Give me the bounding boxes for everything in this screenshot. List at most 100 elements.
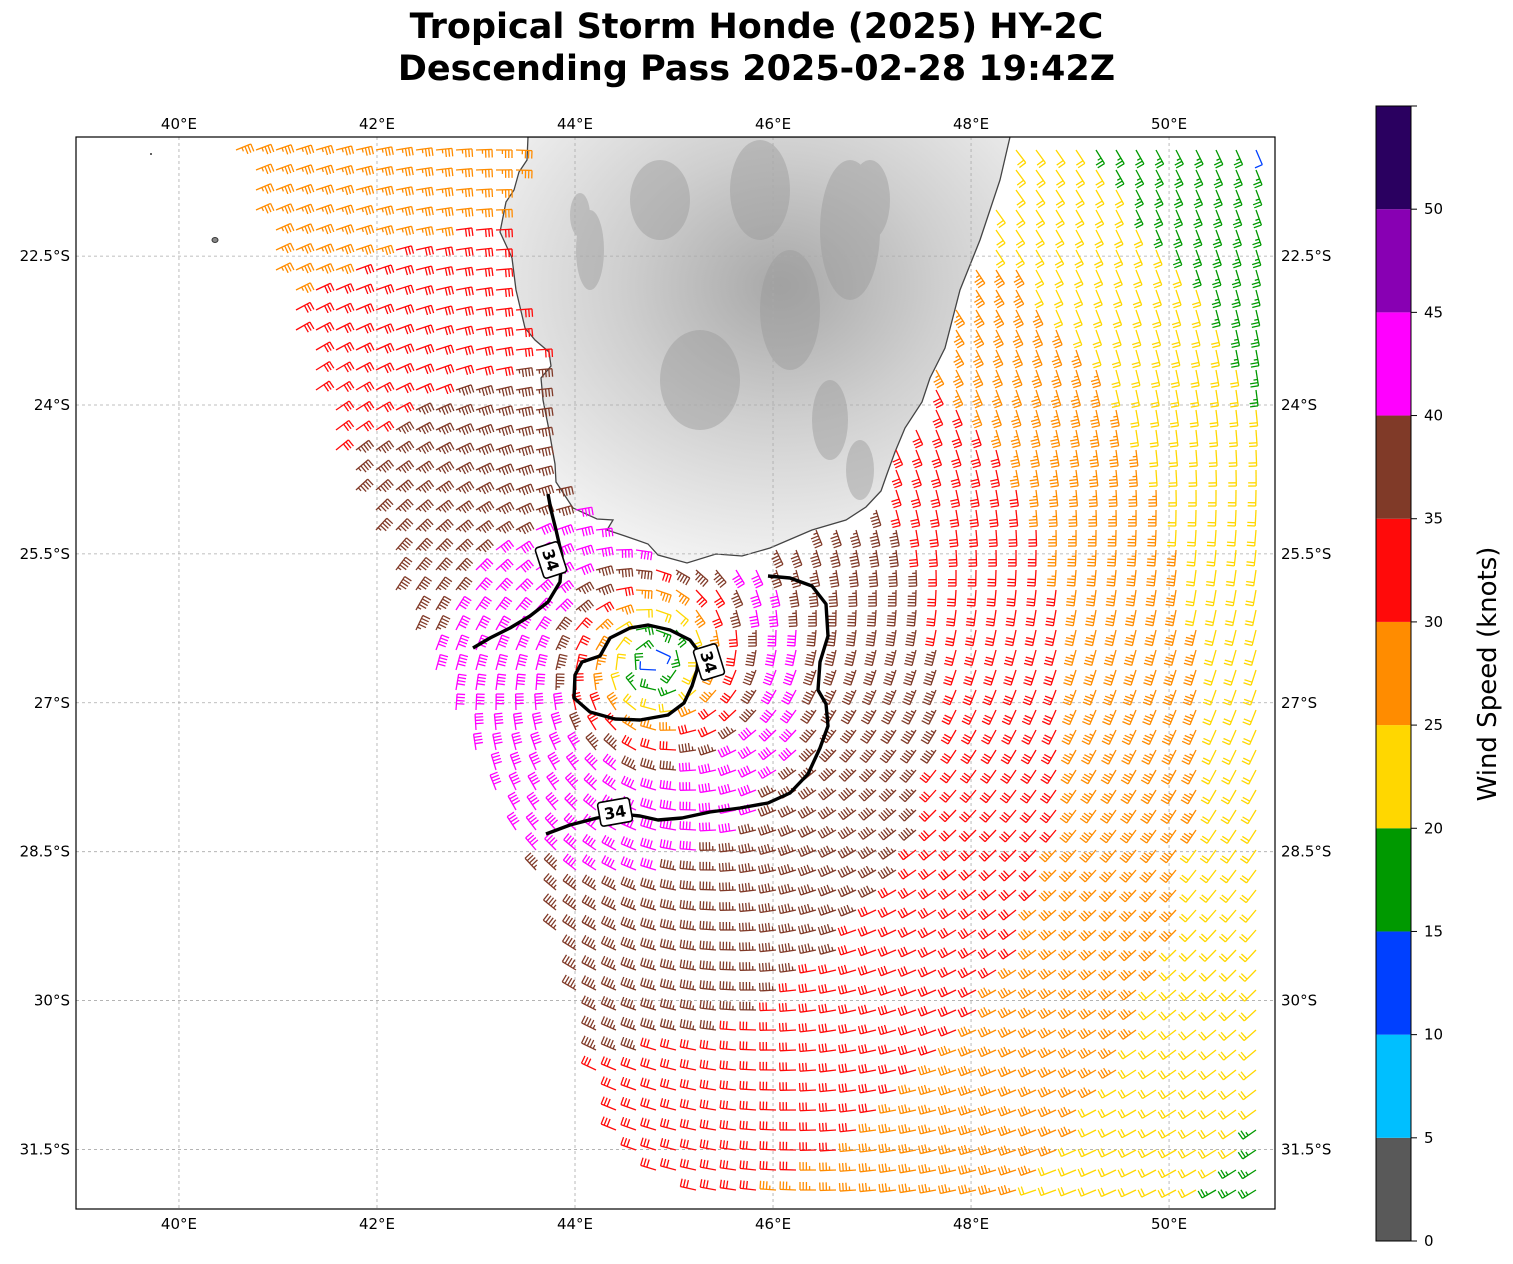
barb-flag — [468, 500, 475, 508]
barb-flag — [887, 615, 896, 618]
wind-barb — [1055, 149, 1066, 169]
barb-flag — [1170, 425, 1179, 428]
barb-flag — [991, 441, 1000, 446]
barb-flag — [1045, 637, 1055, 641]
barb-flag — [407, 285, 412, 294]
barb-flag — [370, 205, 375, 214]
barb-flag — [751, 575, 760, 580]
barb-staff — [1150, 669, 1157, 686]
wind-barb — [475, 247, 494, 257]
barb-flag — [506, 522, 512, 531]
barb-flag — [466, 557, 474, 565]
barb-flag — [1034, 280, 1043, 286]
wind-barb — [1192, 229, 1203, 249]
wind-barb — [415, 166, 434, 177]
barb-flag — [1174, 264, 1183, 269]
barb-flag — [1095, 160, 1104, 166]
barb-flag — [1209, 425, 1219, 428]
barb-flag — [563, 619, 571, 625]
barb-flag — [1224, 642, 1233, 647]
barb-flag — [869, 582, 878, 585]
barb-flag — [885, 675, 894, 680]
wind-barb — [395, 479, 414, 493]
barb-flag — [843, 697, 851, 703]
wind-barb — [615, 567, 634, 578]
barb-staff — [1050, 669, 1057, 686]
wind-barb — [1208, 449, 1218, 468]
barb-flag — [369, 323, 375, 331]
barb-staff — [735, 569, 745, 584]
barb-half-flag — [851, 651, 856, 654]
barb-flag — [391, 146, 394, 155]
barb-half-flag — [341, 207, 344, 213]
barb-staff — [1052, 609, 1057, 626]
barb-flag — [1010, 505, 1019, 508]
barb-half-flag — [930, 671, 936, 674]
wind-barb — [932, 409, 944, 429]
wind-barb — [655, 589, 672, 603]
wind-barb — [984, 629, 997, 647]
barb-flag — [1106, 600, 1115, 604]
wind-barb — [435, 576, 453, 591]
barb-flag — [952, 398, 961, 403]
barb-flag — [446, 424, 452, 432]
barb-flag — [407, 364, 412, 373]
barb-flag — [832, 564, 841, 569]
barb-flag — [974, 404, 983, 409]
barb-flag — [861, 700, 870, 706]
wind-barb — [315, 360, 335, 373]
wind-barb — [1231, 309, 1241, 329]
barb-flag — [544, 369, 547, 378]
barb-flag — [1209, 442, 1218, 445]
barb-flag — [631, 568, 634, 577]
barb-flag — [803, 678, 812, 683]
barb-flag — [407, 187, 411, 196]
barb-half-flag — [792, 592, 797, 595]
barb-flag — [419, 544, 427, 552]
barb-flag — [1093, 301, 1102, 306]
wind-barb — [335, 184, 355, 196]
barb-flag — [429, 422, 435, 430]
barb-flag — [1072, 404, 1081, 409]
barb-staff — [1131, 649, 1137, 666]
barb-flag — [1035, 303, 1044, 309]
barb-flag — [1186, 581, 1195, 584]
barb-staff — [295, 183, 312, 191]
barb-half-flag — [1034, 395, 1039, 398]
wind-barb — [455, 286, 474, 297]
barb-half-flag — [341, 187, 344, 193]
barb-flag — [507, 386, 511, 396]
barb-staff — [495, 366, 512, 371]
barb-flag — [975, 300, 984, 306]
barb-flag — [1033, 341, 1042, 346]
barb-flag — [538, 656, 547, 661]
barb-staff — [315, 380, 330, 391]
barb-flag — [956, 363, 965, 369]
barb-staff — [1211, 649, 1217, 666]
wind-barb — [1246, 549, 1257, 567]
barb-flag — [993, 360, 1002, 366]
barb-staff — [994, 569, 997, 587]
barb-flag — [368, 420, 375, 428]
barb-flag — [824, 694, 833, 700]
barb-staff — [1055, 169, 1066, 184]
barb-staff — [955, 309, 966, 324]
wind-barb — [595, 618, 614, 631]
barb-half-flag — [321, 267, 325, 272]
barb-flag — [387, 246, 392, 255]
barb-flag — [483, 615, 491, 621]
barb-flag — [1111, 361, 1120, 366]
barb-staff — [375, 420, 390, 431]
barb-flag — [954, 317, 962, 323]
barb-flag — [290, 223, 295, 232]
wind-barb — [1113, 289, 1123, 309]
wind-barb — [714, 589, 726, 609]
barb-flag — [1016, 220, 1024, 226]
barb-half-flag — [1170, 595, 1176, 597]
barb-flag — [1144, 623, 1154, 627]
barb-staff — [435, 480, 450, 491]
barb-flag — [1171, 321, 1180, 326]
wind-barb — [1069, 449, 1080, 468]
barb-flag — [771, 578, 780, 583]
barb-flag — [872, 524, 881, 529]
